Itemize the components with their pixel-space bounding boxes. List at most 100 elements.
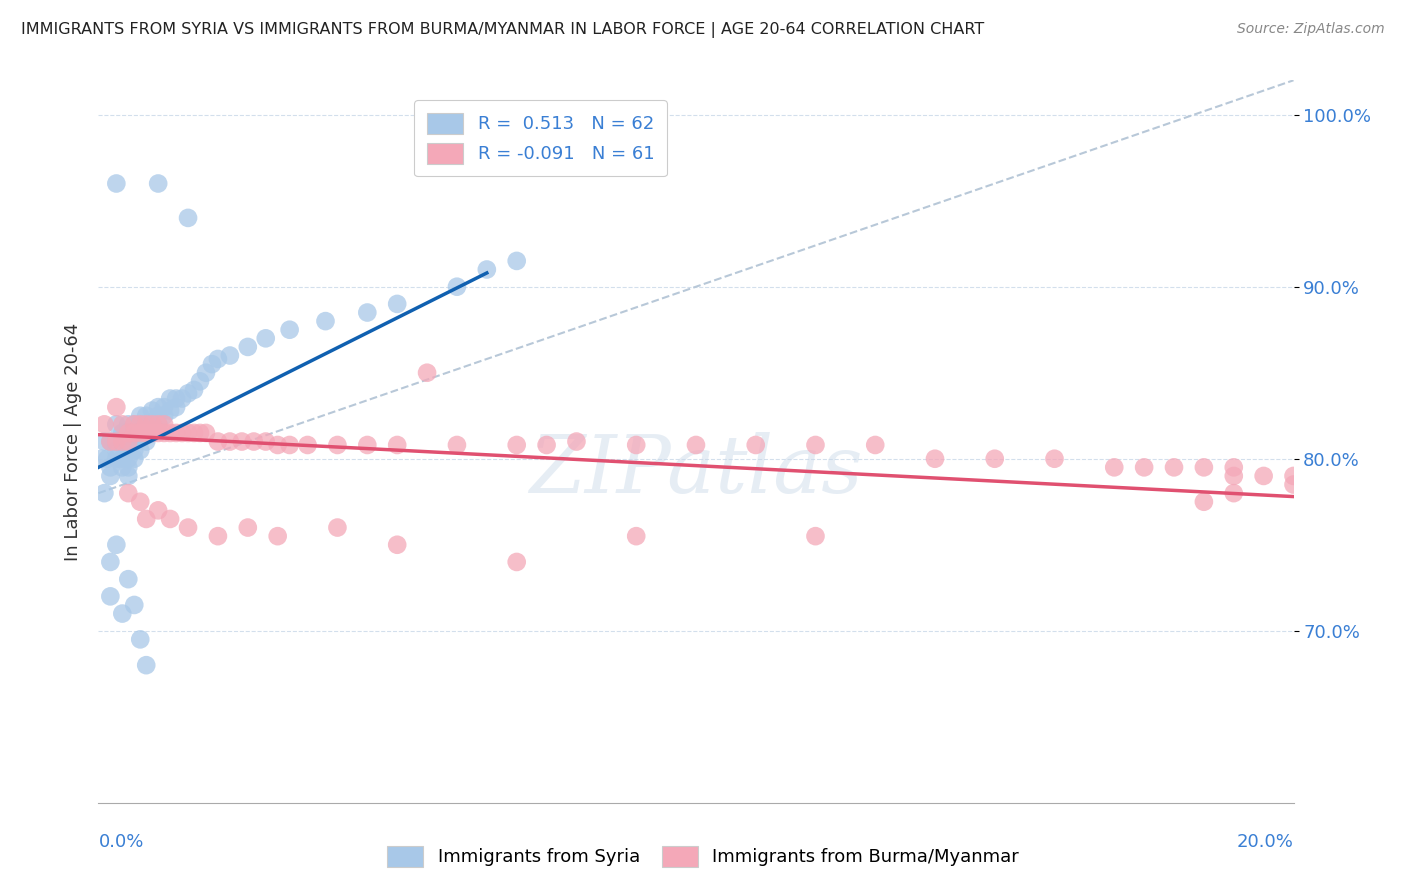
- Point: [111, 434, 134, 449]
- Text: ZIPatlas: ZIPatlas: [529, 432, 863, 509]
- Point: [177, 520, 200, 534]
- Point: [195, 425, 218, 440]
- Point: [117, 469, 139, 483]
- Point: [105, 434, 128, 449]
- Text: IMMIGRANTS FROM SYRIA VS IMMIGRANTS FROM BURMA/MYANMAR IN LABOR FORCE | AGE 20-6: IMMIGRANTS FROM SYRIA VS IMMIGRANTS FROM…: [21, 22, 984, 38]
- Point: [105, 417, 128, 432]
- Point: [105, 451, 128, 466]
- Point: [254, 434, 277, 449]
- Point: [148, 503, 170, 517]
- Point: [219, 349, 242, 363]
- Point: [98, 434, 122, 449]
- Point: [98, 460, 122, 475]
- Point: [105, 434, 128, 449]
- Point: [1223, 486, 1246, 500]
- Point: [984, 451, 1007, 466]
- Point: [129, 409, 152, 423]
- Point: [278, 438, 301, 452]
- Point: [475, 262, 498, 277]
- Point: [124, 443, 146, 458]
- Point: [135, 417, 157, 432]
- Point: [153, 417, 176, 432]
- Point: [1282, 469, 1305, 483]
- Point: [148, 425, 170, 440]
- Point: [315, 314, 337, 328]
- Point: [326, 520, 349, 534]
- Point: [117, 460, 139, 475]
- Point: [135, 409, 157, 423]
- Point: [297, 438, 319, 452]
- Point: [177, 425, 200, 440]
- Point: [90, 451, 112, 466]
- Point: [183, 425, 205, 440]
- Point: [98, 590, 122, 604]
- Point: [1223, 460, 1246, 475]
- Point: [129, 495, 152, 509]
- Point: [183, 383, 205, 397]
- Point: [153, 425, 176, 440]
- Point: [385, 297, 409, 311]
- Point: [159, 403, 181, 417]
- Point: [141, 425, 163, 440]
- Point: [267, 529, 290, 543]
- Point: [105, 400, 128, 414]
- Point: [243, 434, 266, 449]
- Point: [159, 392, 181, 406]
- Point: [129, 431, 152, 445]
- Point: [153, 409, 176, 423]
- Point: [93, 417, 115, 432]
- Text: 0.0%: 0.0%: [98, 833, 143, 851]
- Point: [326, 438, 349, 452]
- Point: [165, 425, 187, 440]
- Point: [172, 425, 194, 440]
- Point: [129, 417, 152, 432]
- Point: [148, 417, 170, 432]
- Point: [446, 438, 468, 452]
- Point: [506, 555, 529, 569]
- Point: [111, 451, 134, 466]
- Point: [135, 434, 157, 449]
- Point: [267, 438, 290, 452]
- Y-axis label: In Labor Force | Age 20-64: In Labor Force | Age 20-64: [63, 322, 82, 561]
- Point: [446, 279, 468, 293]
- Point: [1104, 460, 1126, 475]
- Point: [93, 434, 115, 449]
- Point: [129, 443, 152, 458]
- Point: [124, 425, 146, 440]
- Point: [254, 331, 277, 345]
- Point: [1133, 460, 1156, 475]
- Legend: Immigrants from Syria, Immigrants from Burma/Myanmar: Immigrants from Syria, Immigrants from B…: [380, 838, 1026, 874]
- Text: Source: ZipAtlas.com: Source: ZipAtlas.com: [1237, 22, 1385, 37]
- Point: [93, 486, 115, 500]
- Point: [177, 386, 200, 401]
- Point: [565, 434, 588, 449]
- Point: [536, 438, 558, 452]
- Point: [98, 555, 122, 569]
- Point: [626, 529, 648, 543]
- Point: [207, 351, 229, 366]
- Point: [804, 438, 827, 452]
- Point: [96, 451, 118, 466]
- Point: [111, 425, 134, 440]
- Point: [117, 434, 139, 449]
- Point: [1282, 477, 1305, 491]
- Point: [105, 177, 128, 191]
- Point: [1192, 495, 1215, 509]
- Point: [172, 392, 194, 406]
- Point: [506, 254, 529, 268]
- Point: [135, 425, 157, 440]
- Point: [124, 451, 146, 466]
- Point: [148, 417, 170, 432]
- Point: [135, 512, 157, 526]
- Point: [148, 400, 170, 414]
- Point: [1253, 469, 1275, 483]
- Point: [141, 403, 163, 417]
- Point: [124, 598, 146, 612]
- Point: [111, 607, 134, 621]
- Point: [141, 425, 163, 440]
- Point: [188, 375, 211, 389]
- Point: [385, 438, 409, 452]
- Point: [124, 417, 146, 432]
- Point: [129, 632, 152, 647]
- Point: [117, 425, 139, 440]
